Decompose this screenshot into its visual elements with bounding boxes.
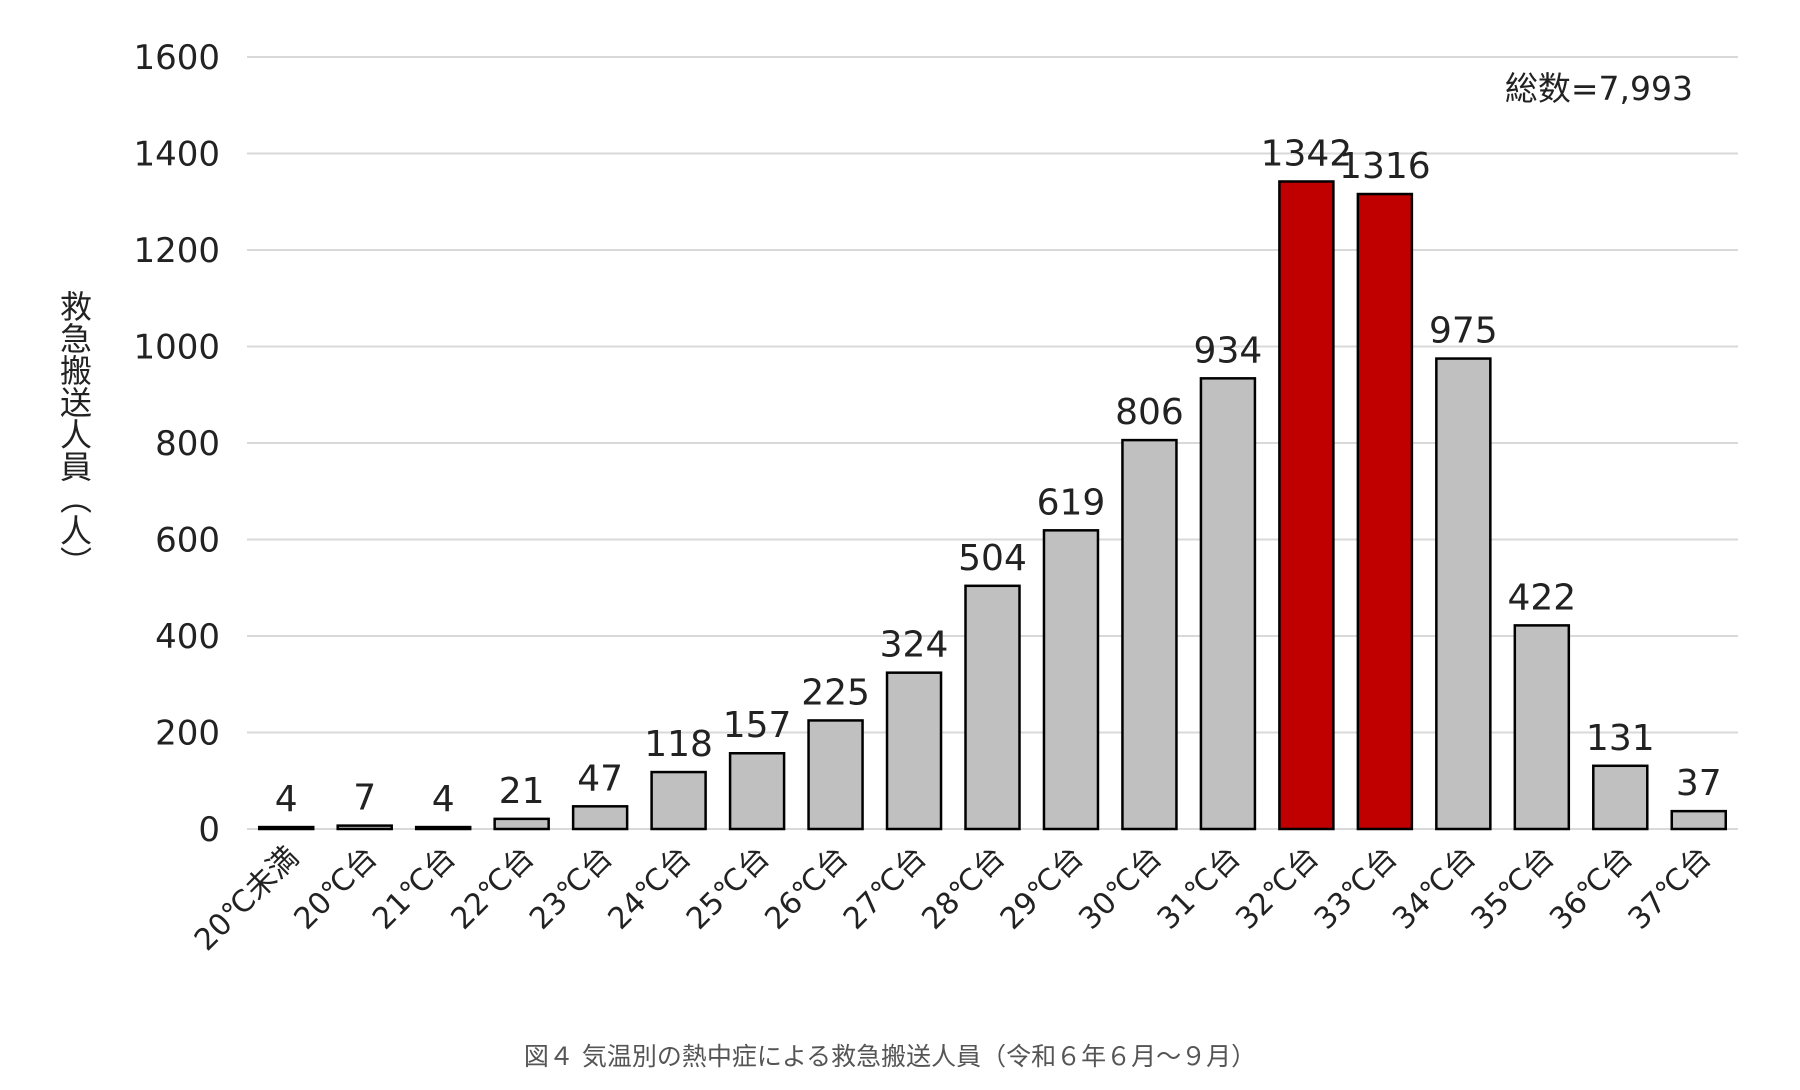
bar-29℃台 [1042, 529, 1100, 831]
data-label: 131 [1586, 718, 1655, 759]
bar-24℃台 [650, 770, 707, 831]
bar-21℃台 [414, 825, 472, 831]
data-label: 21 [499, 771, 545, 812]
x-tick-label: 28℃台 [915, 840, 1012, 937]
data-label: 7 [353, 778, 376, 819]
bar-31℃台 [1199, 377, 1257, 831]
x-tick-label: 20℃未満 [188, 840, 306, 958]
y-axis-ticks: 0 200 400 600 800 1000 1200 1400 1600 [133, 38, 220, 850]
data-label: 324 [880, 625, 949, 666]
bar-27℃台 [885, 671, 943, 831]
data-label: 975 [1429, 311, 1498, 352]
total-annotation: 総数=7,993 [1505, 69, 1693, 108]
y-tick-label: 1000 [133, 328, 220, 368]
data-label: 4 [275, 779, 298, 820]
data-label: 1316 [1339, 146, 1431, 187]
x-tick-label: 33℃台 [1308, 840, 1405, 937]
bar-26℃台 [807, 719, 864, 831]
x-axis-labels: 20℃未満20℃台21℃台22℃台23℃台24℃台25℃台26℃台27℃台28℃… [188, 840, 1719, 958]
x-tick-label: 36℃台 [1543, 840, 1640, 937]
x-tick-label: 26℃台 [758, 840, 855, 937]
x-tick-label: 24℃台 [601, 840, 698, 937]
y-tick-label: 1200 [133, 231, 220, 271]
y-tick-label: 600 [155, 521, 220, 561]
bar-25℃台 [728, 751, 786, 831]
data-label: 118 [644, 724, 713, 765]
bar-23℃台 [571, 805, 629, 831]
data-label: 619 [1037, 482, 1106, 523]
data-label: 37 [1676, 763, 1722, 804]
x-tick-label: 32℃台 [1229, 840, 1326, 937]
data-label: 225 [801, 672, 870, 713]
x-tick-label: 23℃台 [523, 840, 620, 937]
data-label: 934 [1194, 330, 1263, 371]
x-tick-label: 35℃台 [1465, 840, 1562, 937]
bar-22℃台 [493, 817, 550, 831]
y-tick-label: 1600 [133, 38, 220, 78]
bar-28℃台 [964, 584, 1021, 831]
data-label: 47 [577, 758, 623, 799]
bar-30℃台 [1121, 438, 1178, 831]
data-label: 1342 [1261, 133, 1353, 174]
bar-34℃台 [1435, 357, 1492, 831]
bar-35℃台 [1513, 624, 1571, 831]
data-label: 504 [958, 538, 1027, 579]
data-label: 806 [1115, 392, 1184, 433]
x-tick-label: 22℃台 [445, 840, 542, 937]
bar-33℃台 [1356, 192, 1414, 831]
x-tick-label: 20℃台 [288, 840, 385, 937]
bar-20℃台 [336, 824, 393, 831]
x-tick-label: 25℃台 [680, 840, 777, 937]
y-tick-label: 800 [155, 424, 220, 464]
bar-36℃台 [1592, 764, 1649, 831]
x-tick-label: 31℃台 [1151, 840, 1248, 937]
x-tick-label: 27℃台 [837, 840, 934, 937]
data-label: 422 [1507, 577, 1576, 618]
bar-20℃未満 [257, 825, 315, 831]
y-axis-label: 救急搬送人員（人） [55, 290, 93, 578]
x-tick-label: 30℃台 [1072, 840, 1169, 937]
bar-37℃台 [1670, 809, 1728, 831]
figure-caption: 図４ 気温別の熱中症による救急搬送人員（令和６年６月～９月） [524, 1042, 1256, 1071]
y-tick-label: 400 [155, 617, 220, 657]
x-tick-label: 34℃台 [1386, 840, 1483, 937]
y-tick-label: 200 [155, 714, 220, 754]
data-label: 4 [432, 779, 455, 820]
y-tick-label: 1400 [133, 135, 220, 175]
x-tick-label: 29℃台 [994, 840, 1091, 937]
x-tick-label: 37℃台 [1622, 840, 1719, 937]
data-label: 157 [723, 705, 792, 746]
gridlines [247, 56, 1738, 830]
x-tick-label: 21℃台 [366, 840, 463, 937]
y-tick-label: 0 [198, 810, 220, 850]
bars [257, 180, 1728, 831]
bar-32℃台 [1278, 180, 1335, 831]
